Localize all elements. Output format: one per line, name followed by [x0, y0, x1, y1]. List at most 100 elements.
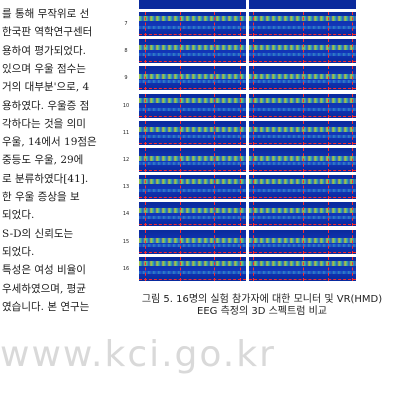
spectrum-band — [139, 237, 246, 243]
time-marker — [328, 175, 330, 200]
time-marker — [351, 12, 353, 36]
time-marker — [328, 229, 330, 254]
body-text-line: 용하여 평가되었다. — [2, 44, 86, 57]
spectrum-band — [139, 156, 246, 161]
body-text-line: 우세하였으며, 평균 — [2, 282, 86, 295]
row-label: 7 — [124, 21, 128, 27]
spectrum-panel — [249, 66, 356, 91]
row-label: 15 — [122, 238, 130, 245]
body-text-line: S-D의 신뢰도는 — [2, 227, 74, 240]
body-text-line: 각하다는 것을 의미 — [2, 117, 86, 130]
time-marker — [302, 12, 304, 36]
spectrum-band — [139, 243, 246, 247]
time-marker — [139, 34, 246, 35]
time-marker — [249, 251, 356, 253]
time-marker — [145, 120, 147, 145]
spectrum-panel — [249, 229, 356, 254]
time-marker — [302, 93, 304, 118]
spectrum-band — [139, 179, 246, 185]
time-marker — [179, 229, 181, 254]
time-marker — [328, 93, 330, 118]
time-marker — [328, 256, 330, 281]
time-marker — [213, 148, 215, 172]
spectrum-band — [139, 134, 246, 138]
spectrum-band — [139, 270, 246, 274]
body-text-line: 로 분류하였다[41]. — [2, 172, 89, 185]
time-marker — [302, 148, 304, 172]
time-marker — [249, 170, 356, 171]
body-text-line: 되었다. — [2, 209, 35, 222]
time-marker — [351, 256, 353, 281]
spectrum-band — [139, 162, 246, 165]
time-marker — [249, 61, 356, 63]
time-marker — [249, 88, 356, 90]
time-marker — [351, 66, 353, 91]
spectrum-band — [139, 216, 246, 220]
spectrum-band — [139, 45, 246, 51]
spectrum-panel — [139, 229, 246, 254]
figure-caption: 그림 5. 16명의 실험 참가자에 대한 모니터 및 VR(HMD) EEG … — [128, 294, 396, 318]
row-label: 12 — [122, 157, 130, 163]
spectrum-panel — [139, 120, 246, 145]
time-marker — [239, 66, 241, 91]
time-marker — [253, 120, 255, 145]
spectrum-band — [139, 126, 246, 132]
time-marker — [302, 120, 304, 145]
time-marker — [139, 278, 246, 280]
spectrum-panel — [139, 175, 246, 200]
time-marker — [239, 39, 241, 64]
time-marker — [145, 148, 147, 172]
time-marker — [351, 39, 353, 64]
body-text-line: 를 통해 무작위로 선 — [2, 8, 90, 20]
body-text-line: 한 우울 증상을 보 — [2, 191, 80, 203]
time-marker — [139, 197, 246, 199]
time-marker — [239, 148, 241, 172]
row-label: 13 — [122, 184, 130, 191]
time-marker — [249, 197, 356, 199]
caption-line-2: EEG 측정의 3D 스펙트럼 비교 — [197, 306, 327, 317]
time-marker — [145, 256, 147, 281]
row-label: 8 — [124, 48, 128, 55]
time-marker — [139, 142, 246, 144]
time-marker — [351, 202, 353, 227]
time-marker — [139, 170, 246, 171]
spectrum-panel — [249, 0, 356, 9]
time-marker — [239, 202, 241, 227]
time-marker — [213, 120, 215, 145]
spectrum-panel — [249, 148, 356, 172]
spectrum-panel — [139, 148, 246, 172]
time-marker — [253, 93, 255, 118]
spectrum-panel — [139, 256, 246, 281]
spectrum-panel — [249, 93, 356, 118]
time-marker — [239, 12, 241, 36]
spectrum-panel — [249, 256, 356, 281]
row-label: 14 — [122, 211, 130, 218]
spectrum-band — [139, 107, 246, 111]
time-marker — [239, 175, 241, 200]
body-text-line: 한국판 역학연구센터 — [2, 26, 93, 39]
body-text-line: 용하였다. 우울증 점 — [2, 99, 90, 112]
body-text-line: 되었다. — [2, 245, 35, 258]
time-marker — [253, 202, 255, 227]
time-marker — [253, 39, 255, 64]
time-marker — [253, 148, 255, 172]
time-marker — [145, 229, 147, 254]
time-marker — [328, 12, 330, 36]
spectrum-band — [139, 16, 246, 21]
body-text-line: 있으며 우울 점수는 — [2, 62, 86, 75]
time-marker — [351, 120, 353, 145]
time-marker — [213, 39, 215, 64]
spectrum-band — [139, 97, 246, 103]
spectrum-panel — [249, 175, 356, 200]
time-marker — [249, 142, 356, 144]
row-label: 10 — [122, 102, 130, 109]
time-marker — [351, 229, 353, 254]
spectrum-panel — [139, 93, 246, 118]
time-marker — [328, 120, 330, 145]
time-marker — [351, 175, 353, 200]
time-marker — [213, 12, 215, 36]
time-marker — [179, 93, 181, 118]
spectrum-band — [139, 74, 246, 80]
time-marker — [302, 202, 304, 227]
time-marker — [328, 66, 330, 91]
